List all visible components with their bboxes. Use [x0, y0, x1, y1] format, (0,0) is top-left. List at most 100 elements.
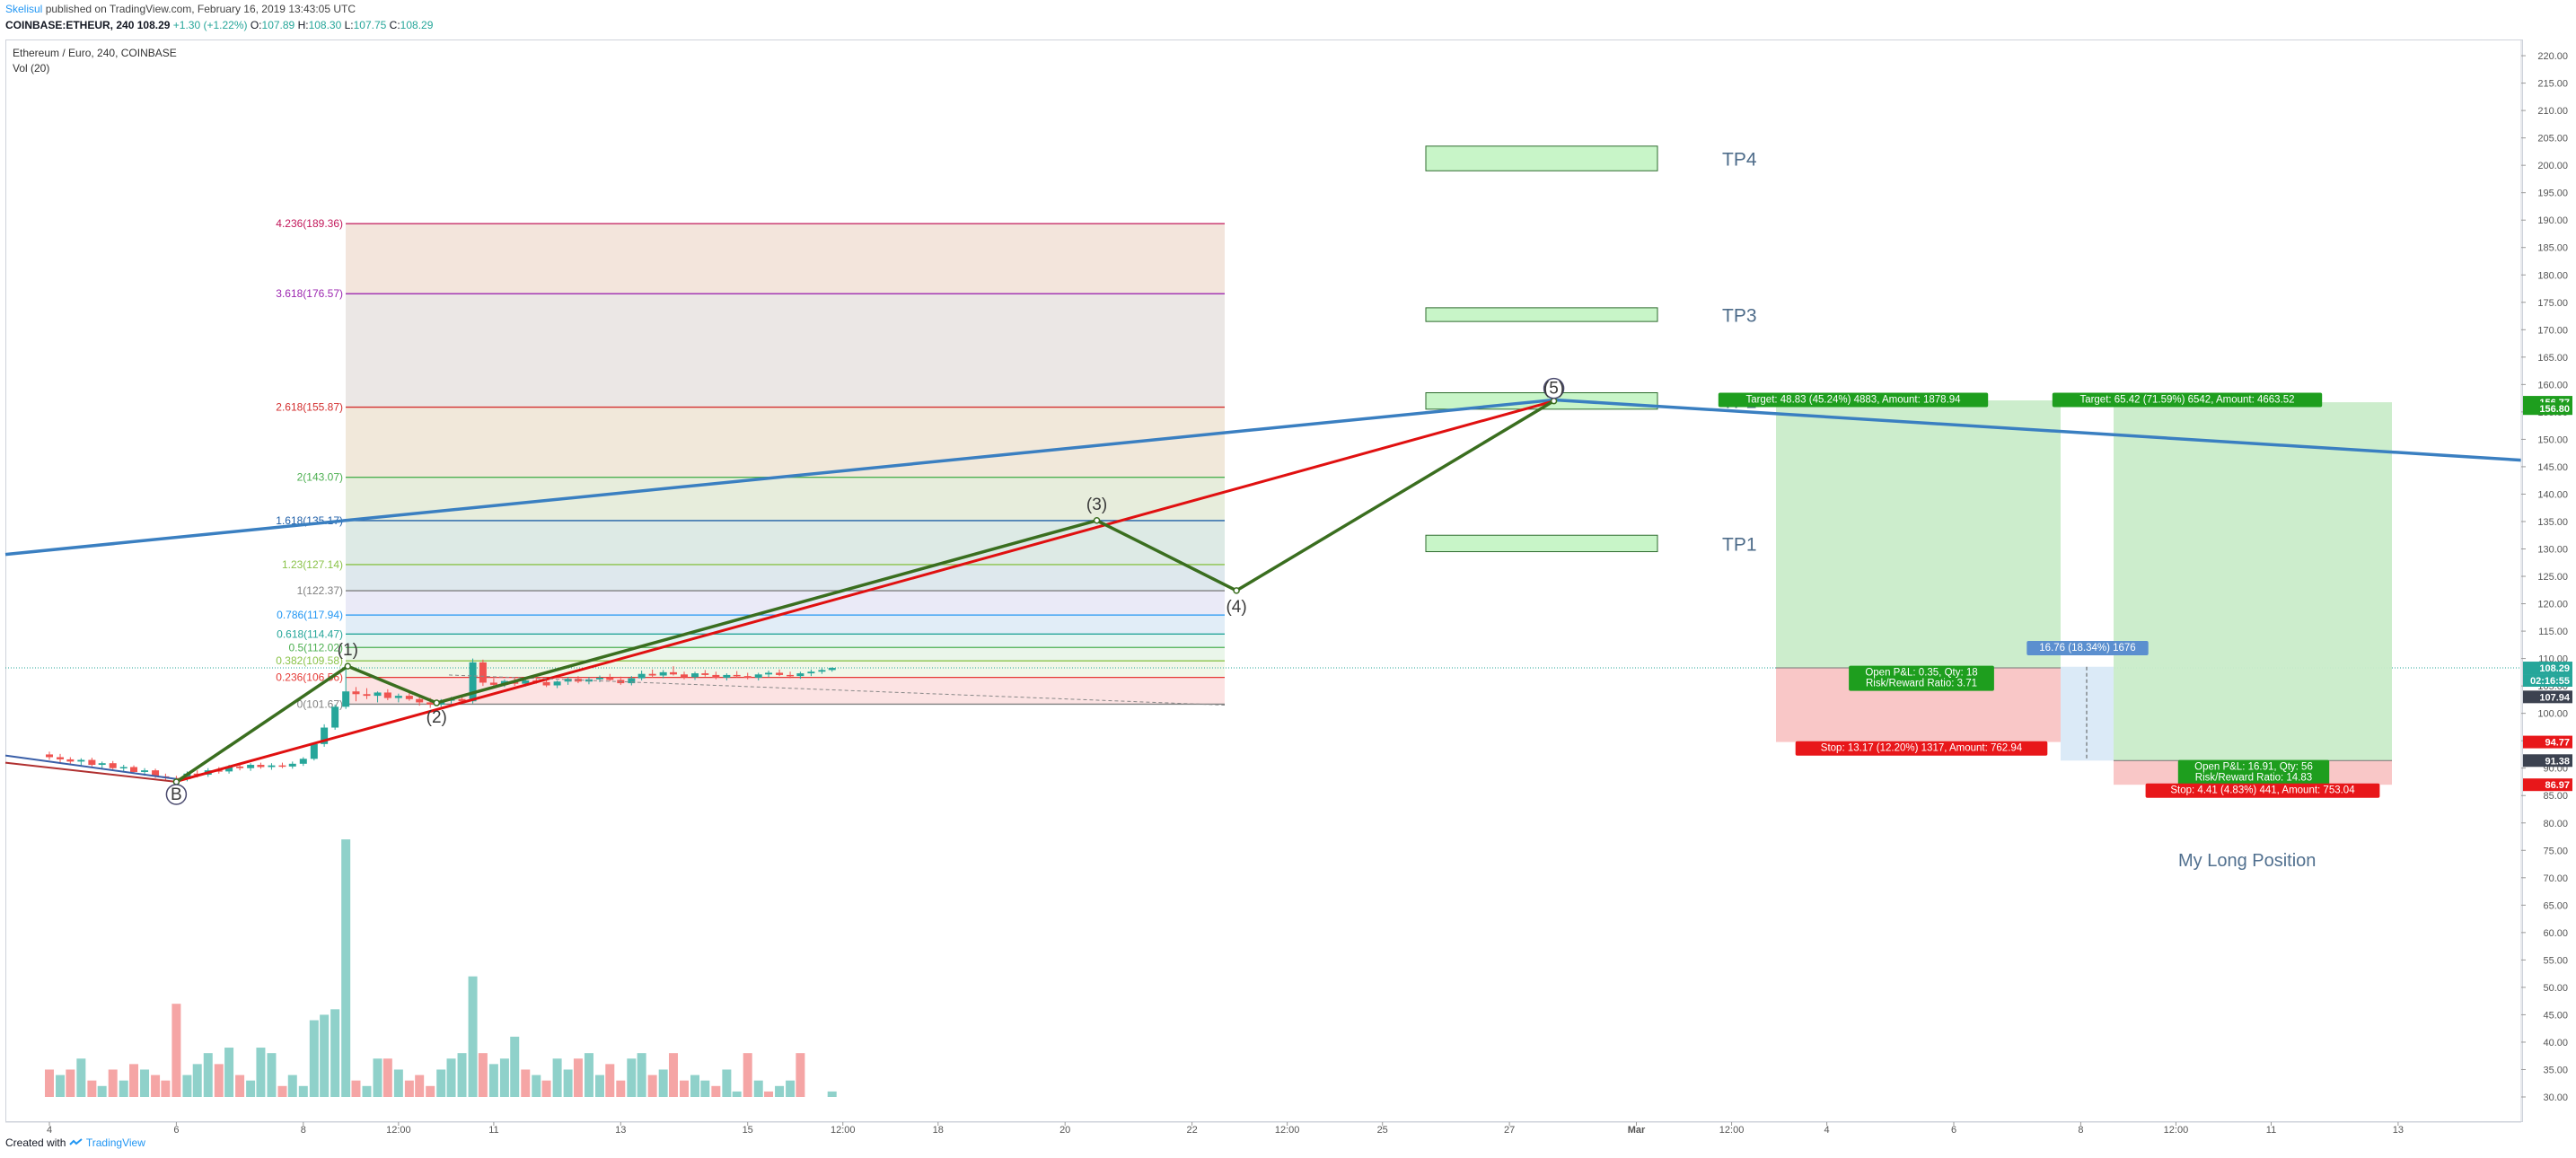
trend-line-blue[interactable] [4, 398, 1555, 557]
wave-point[interactable] [172, 778, 180, 785]
wave-point[interactable] [1233, 587, 1240, 594]
price-axis-label: 215.00 [2537, 79, 2568, 90]
candle-body [405, 696, 413, 699]
time-axis-label: 12:00 [1275, 1125, 1300, 1136]
price-axis-label: 85.00 [2543, 791, 2568, 802]
volume-bar [446, 1058, 456, 1097]
volume-bar [488, 1064, 498, 1097]
position-target-zone[interactable] [1776, 400, 2061, 669]
volume-bar [647, 1075, 657, 1097]
candle-body [225, 766, 233, 772]
candle-body [458, 698, 466, 702]
price-axis-label: 100.00 [2537, 709, 2568, 720]
position-pnl-label-bg [1849, 665, 1994, 691]
volume-bar [426, 1085, 435, 1097]
position-stop-label-bg [1795, 741, 2048, 756]
time-axis-label: 6 [173, 1125, 179, 1136]
fib-level-label: 0.618(114.47) [277, 627, 343, 640]
wave-label: (2) [426, 708, 447, 727]
fib-band [346, 520, 1225, 565]
high-label: H: [297, 19, 309, 31]
wave-point[interactable] [344, 662, 352, 670]
position-pnl-label: Open P&L: 0.35, Qty: 18 [1865, 668, 1977, 679]
trend-line-red-left [4, 761, 178, 783]
position-target-zone[interactable] [2114, 402, 2392, 761]
fib-band [346, 591, 1225, 616]
candle-body [469, 662, 477, 702]
tp-label: TP3 [1722, 306, 1757, 327]
price-axis-label: 65.00 [2543, 900, 2568, 911]
candle-body [542, 681, 550, 686]
candle-body [57, 757, 65, 759]
price-axis-badge: 86.97 [2545, 780, 2570, 791]
trend-line-red[interactable] [176, 399, 1555, 783]
wave-point[interactable] [1093, 517, 1101, 524]
ohlc-line: COINBASE:ETHEUR, 240 108.29 +1.30 (+1.22… [5, 19, 433, 31]
author-link[interactable]: Skelisul [5, 3, 43, 15]
fib-level-label: 2(143.07) [297, 471, 343, 484]
candle-body [278, 765, 286, 768]
trend-line-blue[interactable] [1553, 398, 2522, 462]
time-axis-label: 20 [1059, 1125, 1070, 1136]
legend-indicator[interactable]: Vol (20) [13, 62, 50, 75]
volume-bar [605, 1064, 615, 1097]
annotation-text: My Long Position [2178, 851, 2316, 871]
time-axis-label: 22 [1186, 1125, 1197, 1136]
volume-bar [373, 1058, 382, 1097]
position-pnl-label: Open P&L: 16.91, Qty: 56 [2194, 762, 2313, 773]
volume-bar [192, 1064, 202, 1097]
price-axis-badge-bg [2523, 754, 2572, 768]
candle-body [98, 763, 106, 766]
candle-body [247, 765, 255, 768]
volume-bar [119, 1080, 128, 1097]
wave-label: (3) [1086, 496, 1107, 514]
volume-bar [404, 1080, 414, 1097]
price-axis-label: 170.00 [2537, 325, 2568, 336]
volume-bar [256, 1048, 266, 1097]
tp-zone[interactable] [1425, 534, 1658, 553]
price-axis-label: 150.00 [2537, 434, 2568, 445]
price-axis-label: 160.00 [2537, 380, 2568, 390]
tradingview-link[interactable]: TradingView [85, 1136, 145, 1149]
volume-bar [541, 1080, 551, 1097]
fib-band [346, 615, 1225, 635]
candle-body [606, 677, 614, 680]
tp-zone[interactable] [1425, 145, 1658, 171]
price-axis-badge: 94.77 [2545, 738, 2570, 749]
measure-label: 16.76 (18.34%) 1676 [2039, 643, 2135, 654]
price-axis-label: 210.00 [2537, 106, 2568, 117]
candle-body [268, 765, 276, 768]
candle-body [522, 680, 530, 684]
elliott-wave-line[interactable] [175, 399, 1555, 784]
time-axis-label: Mar [1628, 1125, 1646, 1136]
price-axis-label: 45.00 [2543, 1010, 2568, 1021]
candle-body [363, 694, 371, 697]
time-axis-label: 12:00 [1719, 1125, 1745, 1136]
volume-bar [690, 1075, 700, 1097]
volume-bar [436, 1069, 446, 1097]
wave-point[interactable] [1550, 397, 1558, 405]
tp-zone[interactable] [1425, 307, 1658, 322]
candle-body [681, 674, 688, 678]
price-axis-badge-bg [2523, 735, 2572, 749]
wave-label: B [171, 785, 182, 804]
candle-body [352, 691, 360, 695]
volume-bar [277, 1085, 287, 1097]
fib-band [346, 477, 1225, 521]
price-axis-badge: 91.38 [2545, 756, 2570, 767]
fib-level-label: 1(122.37) [297, 584, 343, 597]
wave-label: (5) [1543, 380, 1564, 399]
price-axis-label: 185.00 [2537, 243, 2568, 254]
candle-body [807, 671, 815, 674]
time-axis-label: 4 [1824, 1125, 1830, 1136]
volume-bar [668, 1053, 678, 1097]
volume-bar [214, 1064, 224, 1097]
volume-bar [573, 1058, 583, 1097]
candle-body [383, 692, 391, 698]
tp-label: TP1 [1722, 534, 1757, 555]
candle-body [595, 677, 603, 680]
volume-bar [151, 1075, 161, 1097]
wave-label-circle [1543, 377, 1565, 399]
wave-point[interactable] [433, 699, 441, 706]
